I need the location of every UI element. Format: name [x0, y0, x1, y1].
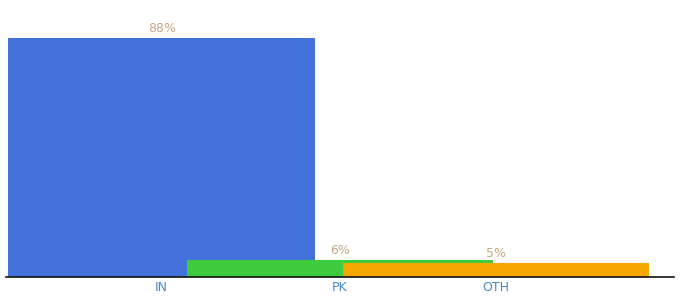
Bar: [343, 263, 649, 277]
Text: 5%: 5%: [486, 247, 506, 260]
Bar: [187, 260, 493, 277]
Text: 6%: 6%: [330, 244, 350, 257]
Bar: [8, 38, 315, 277]
Text: 88%: 88%: [148, 22, 175, 35]
